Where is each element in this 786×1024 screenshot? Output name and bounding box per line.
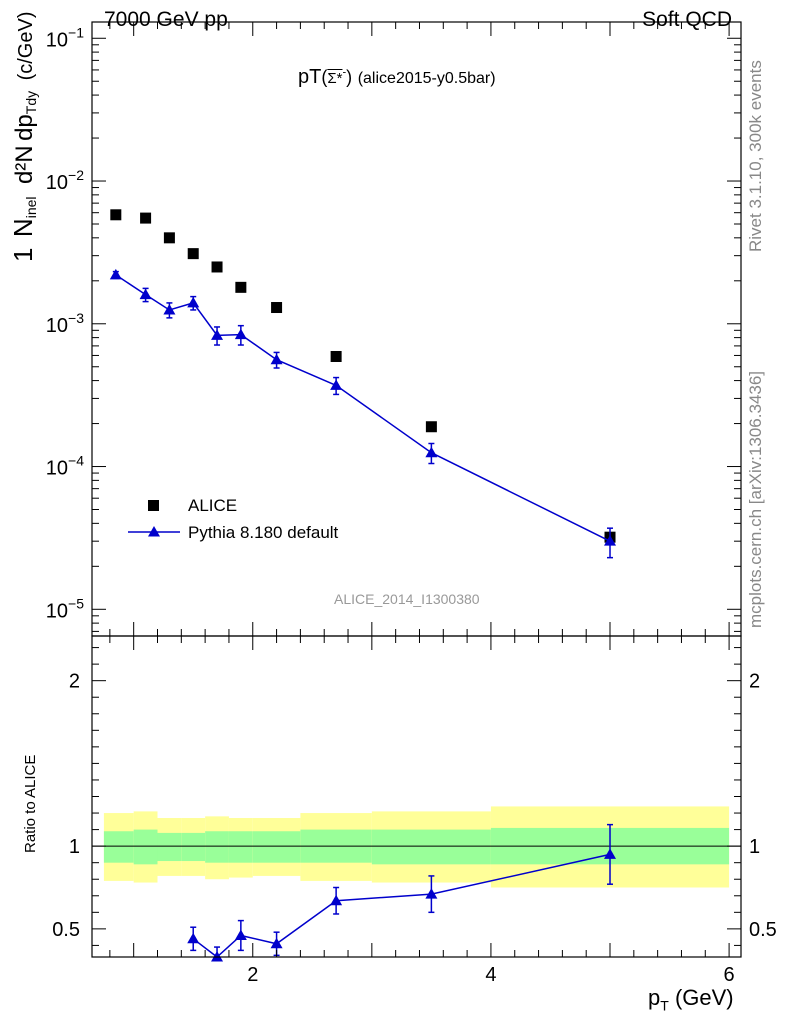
- upper-y-tick-label: 10−2: [46, 167, 84, 194]
- pythia-point: [109, 268, 122, 280]
- header-left: 7000 GeV pp: [104, 8, 228, 31]
- plot-title-particle: Σ*: [327, 70, 343, 87]
- pythia-line: [115, 274, 611, 542]
- y-label-dn: d²N: [11, 145, 38, 185]
- pythia-point: [234, 328, 247, 340]
- pythia-point: [211, 329, 224, 340]
- plot-title-prefix: pT: [298, 66, 322, 88]
- lower-y-tick-label-left: 2: [69, 671, 80, 693]
- pythia-point: [270, 353, 283, 365]
- ratio-band-green: [181, 832, 206, 862]
- upper-y-tick-label: 10−5: [46, 595, 84, 622]
- upper-y-axis-label: 1 Ninel d²N dpTdy (c/GeV): [8, 12, 39, 262]
- x-label-main: p: [648, 985, 661, 1010]
- alice-point: [330, 350, 342, 362]
- plot-title: pT(Σ*-) (alice2015-y0.5bar): [298, 66, 496, 88]
- x-axis-label: pT (GeV): [648, 985, 734, 1013]
- alice-point: [110, 209, 122, 221]
- legend-marker-pythia: [148, 526, 160, 537]
- alice-point: [271, 302, 283, 314]
- upper-frame: [91, 21, 742, 637]
- ratio-band-green: [252, 831, 301, 863]
- ratio-band-green: [157, 832, 182, 862]
- pythia-point: [330, 379, 343, 390]
- ratio-point: [604, 848, 617, 859]
- pythia-point: [604, 535, 617, 546]
- plot-title-suffix: (alice2015-y0.5bar): [357, 70, 496, 87]
- ratio-point: [270, 937, 283, 949]
- y-label-dp: dp: [11, 114, 38, 141]
- ratio-band-green: [228, 831, 253, 863]
- pythia-point: [163, 303, 176, 315]
- alice-point: [140, 212, 152, 224]
- alice-point: [235, 281, 247, 293]
- lower-frame: [91, 635, 742, 958]
- legend-label-alice: ALICE: [188, 496, 238, 515]
- x-tick-label: 2: [247, 964, 258, 986]
- plot-title-superscript: -: [342, 66, 347, 79]
- upper-y-tick-label: 10−3: [46, 310, 84, 337]
- y-label-unit: (c/GeV): [15, 11, 37, 81]
- alice-point: [163, 232, 175, 244]
- legend-label-pythia: Pythia 8.180 default: [188, 523, 339, 542]
- y-label-dp-sub: Tdy: [23, 90, 40, 115]
- x-label-sub: T: [660, 997, 669, 1014]
- y-label-nevt-sub: inel: [23, 196, 40, 219]
- lower-y-axis-label: Ratio to ALICE: [22, 754, 39, 853]
- ratio-band-green: [371, 829, 491, 865]
- ratio-point: [187, 932, 200, 944]
- pythia-point: [425, 446, 438, 458]
- x-tick-label: 6: [724, 964, 735, 986]
- rivet-label: Rivet 3.1.10, 300k events: [746, 60, 765, 252]
- alice-point: [211, 261, 223, 273]
- alice-point: [187, 248, 199, 260]
- analysis-watermark: ALICE_2014_I1300380: [334, 591, 480, 607]
- ratio-point: [234, 929, 247, 940]
- y-label-nevt: N: [8, 218, 38, 238]
- lower-y-tick-label-left: 0.5: [52, 919, 80, 941]
- alice-point: [425, 421, 437, 433]
- x-label-unit: (GeV): [674, 985, 734, 1010]
- ratio-band-green: [133, 829, 158, 865]
- ratio-band-green: [103, 831, 134, 863]
- header-right: Soft QCD: [642, 8, 732, 31]
- ratio-point: [425, 888, 438, 899]
- ratio-band-green: [205, 831, 229, 863]
- lower-y-tick-label-right: 1: [749, 836, 760, 858]
- pythia-point: [139, 288, 152, 300]
- lower-y-tick-label-left: 1: [69, 836, 80, 858]
- legend-marker-alice: [148, 500, 159, 511]
- pythia-point: [187, 296, 200, 308]
- upper-y-tick-label: 10−1: [46, 24, 84, 51]
- upper-y-tick-label: 10−4: [46, 453, 84, 480]
- y-label-one: 1: [8, 247, 38, 262]
- lower-y-tick-label-right: 2: [749, 671, 760, 693]
- x-tick-label: 4: [485, 964, 496, 986]
- mcplots-label: mcplots.cern.ch [arXiv:1306.3436]: [746, 370, 765, 628]
- lower-y-tick-label-right: 0.5: [749, 919, 777, 941]
- ratio-point: [330, 894, 343, 906]
- ratio-point: [211, 951, 224, 962]
